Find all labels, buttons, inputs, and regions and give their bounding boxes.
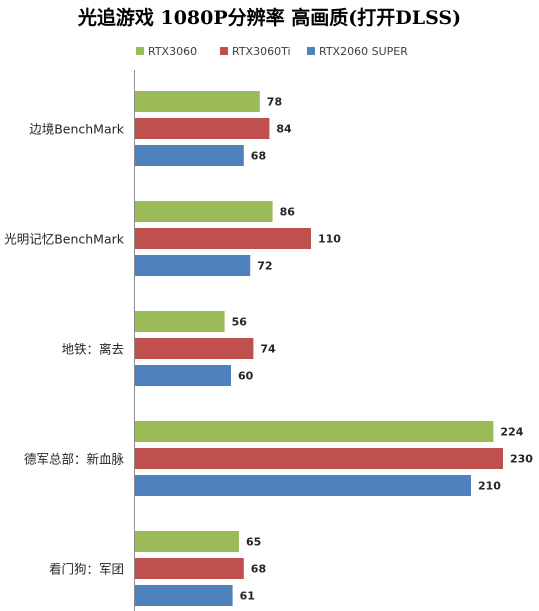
- legend-swatch-rtx3060ti: [220, 47, 228, 55]
- bar-rtx2060-super: [135, 365, 231, 386]
- bar-rtx2060-super: [135, 585, 233, 606]
- bar-rtx3060: [135, 311, 225, 332]
- bar-rtx3060: [135, 91, 260, 112]
- legend-label-rtx2060-super: RTX2060 SUPER: [319, 45, 408, 58]
- data-label: 86: [280, 206, 296, 219]
- bar-rtx2060-super: [135, 475, 471, 496]
- bar-rtx3060ti: [135, 118, 269, 139]
- category-label: 边境BenchMark: [29, 122, 125, 137]
- legend-label-rtx3060ti: RTX3060Ti: [232, 45, 291, 58]
- data-label: 72: [257, 260, 272, 273]
- data-label: 61: [240, 590, 255, 603]
- bar-rtx3060: [135, 531, 239, 552]
- legend-swatch-rtx3060: [136, 47, 144, 55]
- data-label: 230: [510, 453, 533, 466]
- data-label: 224: [500, 426, 523, 439]
- bar-rtx2060-super: [135, 145, 244, 166]
- bars-group: 78 84 68 86 110 72 56 74 60 224 230 210 65 68 61: [135, 91, 533, 606]
- bar-rtx2060-super: [135, 255, 250, 276]
- bar-rtx3060ti: [135, 558, 244, 579]
- data-label: 78: [267, 96, 282, 109]
- data-label: 68: [251, 563, 266, 576]
- category-label: 德军总部：新血脉: [24, 452, 125, 467]
- data-label: 110: [318, 233, 341, 246]
- bar-rtx3060ti: [135, 448, 503, 469]
- category-label: 地铁：离去: [61, 342, 124, 357]
- category-label: 光明记忆BenchMark: [4, 232, 125, 247]
- bar-rtx3060ti: [135, 338, 253, 359]
- category-labels-group: 边境BenchMark 光明记忆BenchMark 地铁：离去德军总部：新血脉看门狗…: [4, 122, 125, 577]
- bar-rtx3060: [135, 421, 493, 442]
- bar-rtx3060ti: [135, 228, 311, 249]
- bar-rtx3060: [135, 201, 273, 222]
- data-label: 68: [251, 150, 266, 163]
- chart-title: 光追游戏 1080P分辨率 高画质(打开DLSS): [77, 6, 461, 29]
- data-label: 56: [232, 316, 248, 329]
- data-label: 210: [478, 480, 501, 493]
- legend-swatch-rtx2060-super: [307, 47, 315, 55]
- data-label: 74: [260, 343, 276, 356]
- legend-label-rtx3060: RTX3060: [148, 45, 197, 58]
- data-label: 84: [276, 123, 292, 136]
- legend: RTX3060 RTX3060Ti RTX2060 SUPER: [136, 45, 408, 58]
- data-label: 65: [246, 536, 261, 549]
- category-label: 看门狗：军团: [49, 562, 124, 577]
- data-label: 60: [238, 370, 254, 383]
